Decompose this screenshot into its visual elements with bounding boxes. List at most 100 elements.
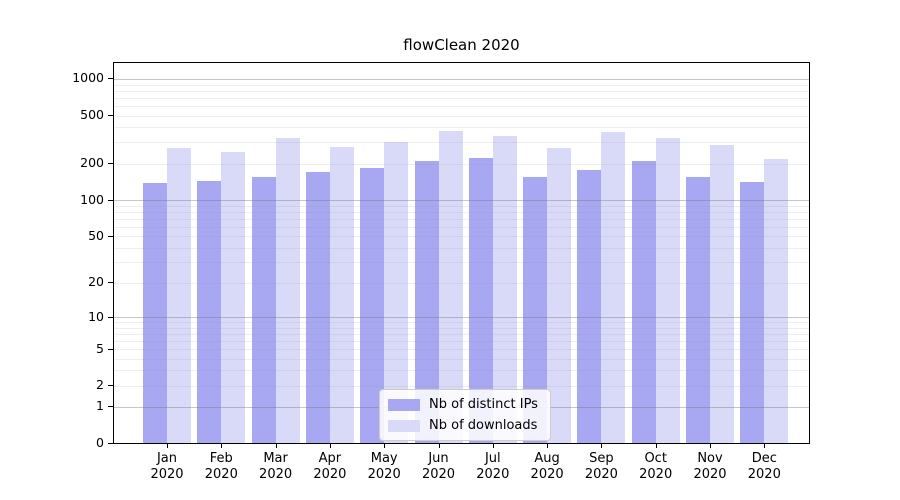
bar-ips-sep <box>577 169 602 443</box>
bar-downloads-dec <box>764 159 789 443</box>
x-tick-year: 2020 <box>584 467 618 482</box>
x-tick-month: May <box>370 451 398 466</box>
x-tick-mark <box>547 444 549 448</box>
gridline-minor <box>114 90 809 92</box>
bar-downloads-feb <box>221 152 246 443</box>
x-tick-month: Sep <box>589 451 614 466</box>
x-tick-year: 2020 <box>476 467 510 482</box>
x-tick-month: Jun <box>428 451 449 466</box>
x-tick-mark <box>329 444 331 448</box>
x-tick-year: 2020 <box>367 467 401 482</box>
x-tick-mark <box>438 444 440 448</box>
x-tick-label-feb: Feb 2020 <box>193 451 249 483</box>
x-tick-label-apr: Apr 2020 <box>302 451 358 483</box>
x-tick-year: 2020 <box>204 467 238 482</box>
y-tick-mark <box>108 348 113 350</box>
y-tick-mark <box>108 163 113 165</box>
gridline-minor <box>114 115 809 117</box>
x-tick-month: Feb <box>209 451 233 466</box>
x-tick-mark <box>275 444 277 448</box>
gridline-minor <box>114 97 809 99</box>
y-tick-label: 500 <box>80 107 104 122</box>
bar-downloads-aug <box>547 147 572 443</box>
y-tick-label: 2 <box>96 377 104 392</box>
y-tick-mark <box>108 282 113 284</box>
bar-downloads-nov <box>710 144 734 443</box>
x-tick-year: 2020 <box>421 467 456 482</box>
x-tick-month: Oct <box>644 451 667 466</box>
x-tick-month: Nov <box>697 451 723 466</box>
legend: Nb of distinct IPs Nb of downloads <box>379 389 551 441</box>
x-tick-month: Aug <box>534 451 560 466</box>
x-tick-month: Jan <box>156 451 178 466</box>
chart-title: flowClean 2020 <box>403 36 520 54</box>
y-tick-label: 20 <box>88 274 104 290</box>
x-tick-year: 2020 <box>313 467 347 482</box>
x-tick-label-jun: Jun 2020 <box>411 451 467 483</box>
bar-downloads-apr <box>329 147 354 443</box>
legend-item-downloads: Nb of downloads <box>388 416 538 435</box>
gridline-major <box>114 78 809 80</box>
x-tick-label-jul: Jul 2020 <box>465 451 521 483</box>
bar-ips-mar <box>251 176 276 443</box>
y-tick-mark <box>108 385 113 386</box>
y-tick-label: 0 <box>96 435 104 450</box>
x-tick-label-mar: Mar 2020 <box>248 451 304 483</box>
x-tick-mark <box>764 444 766 448</box>
y-tick-label: 200 <box>80 155 104 171</box>
x-tick-mark <box>492 444 494 448</box>
y-tick-mark <box>108 235 113 237</box>
x-tick-mark <box>601 444 603 448</box>
x-tick-mark <box>655 444 657 448</box>
legend-label-ips: Nb of distinct IPs <box>429 397 538 412</box>
y-tick-label: 5 <box>96 340 104 356</box>
x-tick-label-jan: Jan 2020 <box>139 451 195 483</box>
bar-ips-oct <box>631 161 656 443</box>
plot-area <box>113 62 810 444</box>
bar-downloads-mar <box>275 138 300 443</box>
x-tick-month: Jul <box>484 451 501 466</box>
bar-ips-jan <box>143 182 167 443</box>
y-tick-mark <box>108 316 113 318</box>
y-tick-mark <box>108 406 113 408</box>
bar-downloads-sep <box>601 132 626 443</box>
y-tick-label: 1 <box>96 398 104 414</box>
gridline-minor <box>114 127 809 129</box>
gridline-minor <box>114 105 809 107</box>
legend-swatch-ips <box>388 398 420 411</box>
x-tick-year: 2020 <box>259 467 293 482</box>
y-tick-mark <box>108 78 113 80</box>
x-tick-year: 2020 <box>150 467 184 482</box>
bar-ips-dec <box>740 181 765 443</box>
x-tick-year: 2020 <box>693 467 727 482</box>
bar-ips-feb <box>197 180 222 443</box>
bar-downloads-jan <box>167 147 191 443</box>
y-tick-label: 100 <box>80 191 104 207</box>
x-tick-mark <box>167 444 168 448</box>
bar-ips-apr <box>305 171 330 443</box>
x-tick-label-oct: Oct 2020 <box>628 451 684 483</box>
y-tick-label: 10 <box>88 308 104 324</box>
x-tick-label-sep: Sep 2020 <box>573 451 629 483</box>
y-tick-mark <box>108 443 113 444</box>
legend-label-downloads: Nb of downloads <box>429 418 538 433</box>
x-tick-mark <box>221 444 223 448</box>
y-tick-mark <box>108 199 113 201</box>
x-tick-month: Apr <box>318 451 342 466</box>
legend-item-distinct-ips: Nb of distinct IPs <box>388 395 538 414</box>
x-tick-label-dec: Dec 2020 <box>736 451 792 483</box>
bar-downloads-oct <box>655 137 680 443</box>
x-tick-label-aug: Aug 2020 <box>519 451 575 483</box>
x-tick-mark <box>384 444 386 448</box>
x-tick-month: Dec <box>751 451 777 466</box>
y-tick-label: 1000 <box>72 70 104 86</box>
gridline-minor <box>114 84 809 86</box>
x-tick-label-nov: Nov 2020 <box>682 451 738 483</box>
x-tick-mark <box>710 444 711 448</box>
x-tick-label-may: May 2020 <box>356 451 412 483</box>
x-tick-month: Mar <box>263 451 288 466</box>
y-tick-mark <box>108 115 113 116</box>
x-tick-year: 2020 <box>530 467 564 482</box>
bar-ips-nov <box>686 176 710 443</box>
